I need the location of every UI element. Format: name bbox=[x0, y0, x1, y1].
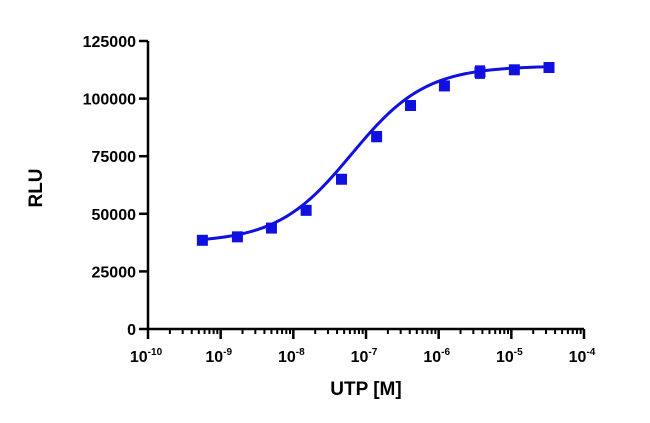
x-tick-label: 10-6 bbox=[423, 347, 450, 366]
y-tick-label: 100000 bbox=[83, 92, 136, 109]
data-point bbox=[543, 61, 555, 73]
data-point bbox=[300, 204, 312, 216]
fit-curve bbox=[202, 65, 550, 241]
y-tick-label: 25000 bbox=[92, 264, 137, 281]
data-point bbox=[438, 80, 450, 92]
y-axis: 0 25000 50000 75000 100000 125000 bbox=[83, 34, 150, 339]
data-point bbox=[231, 231, 243, 243]
data-point bbox=[265, 222, 277, 234]
x-tick-label: 10-5 bbox=[496, 347, 523, 366]
x-tick-label: 10-9 bbox=[205, 347, 232, 366]
x-axis-title: UTP [M] bbox=[330, 379, 401, 400]
data-point bbox=[335, 173, 347, 185]
data-point bbox=[196, 234, 208, 246]
y-tick-label: 75000 bbox=[92, 149, 137, 166]
data-point bbox=[371, 131, 383, 143]
data-point bbox=[474, 66, 486, 78]
y-tick-label: 0 bbox=[127, 322, 136, 339]
x-axis: 10-10 10-9 10-8 10-7 10-6 10-5 10-4 bbox=[130, 327, 596, 366]
x-tick-label: 10-4 bbox=[569, 347, 596, 366]
data-point bbox=[405, 100, 417, 112]
x-tick-label: 10-8 bbox=[278, 347, 305, 366]
data-point bbox=[508, 64, 520, 76]
y-tick-label: 50000 bbox=[92, 207, 137, 224]
x-tick-label: 10-7 bbox=[351, 347, 378, 366]
y-tick-label: 125000 bbox=[83, 34, 136, 51]
x-tick-label: 10-10 bbox=[130, 347, 163, 366]
y-axis-title: RLU bbox=[26, 168, 47, 207]
plot-area bbox=[196, 61, 555, 246]
